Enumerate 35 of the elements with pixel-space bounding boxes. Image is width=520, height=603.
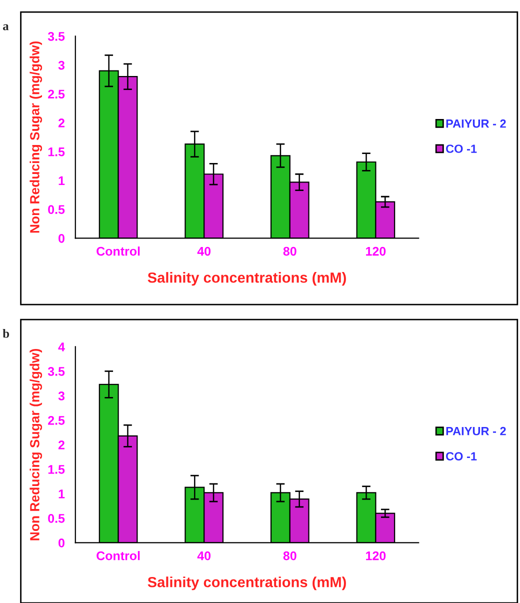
y-tick-label: 3 [58, 60, 65, 70]
x-tick-label: 80 [283, 246, 296, 256]
y-tick-label: 1 [58, 490, 65, 498]
x-tick-label: Control [96, 551, 140, 560]
x-tick-label: 40 [197, 551, 211, 560]
x-tick-label: 40 [197, 246, 211, 256]
text: b [2, 329, 10, 338]
y-tick-label: 0.5 [48, 205, 65, 214]
y-tick-label: 3.5 [48, 367, 65, 376]
y-tick-label: 3 [58, 392, 65, 400]
y-tick-label: 1 [58, 176, 65, 185]
x-tick-label: Control [96, 246, 140, 256]
legend-label: CO -1 [446, 452, 477, 460]
y-tick-label: 3.5 [48, 32, 65, 41]
legend-label: CO -1 [446, 144, 477, 153]
text: a [3, 24, 9, 30]
y-tick-label: 2 [58, 440, 64, 450]
y-tick-label: 0.5 [48, 514, 65, 523]
y-tick-label: 2.5 [48, 90, 65, 99]
x-axis-title: Salinity concentrations (mM) [148, 576, 346, 590]
y-tick-label: 4 [58, 342, 65, 352]
y-tick-label: 1.5 [48, 148, 65, 156]
y-axis-title: Non Reducing Sugar (mg/gdw) [30, 41, 42, 233]
y-tick-label: 2 [58, 118, 64, 128]
x-tick-label: 120 [366, 246, 386, 256]
legend-label: PAIYUR - 2 [446, 119, 506, 128]
x-tick-label: 120 [366, 551, 386, 560]
y-axis-title: Non Reducing Sugar (mg/gdw) [30, 348, 42, 540]
y-tick-label: 1.5 [48, 465, 65, 474]
y-tick-label: 2.5 [48, 416, 65, 425]
legend-label: PAIYUR - 2 [446, 426, 506, 436]
x-tick-label: 80 [283, 551, 296, 560]
y-tick-label: 0 [58, 538, 64, 548]
y-tick-label: 0 [58, 234, 64, 243]
x-axis-title: Salinity concentrations (mM) [148, 272, 346, 286]
